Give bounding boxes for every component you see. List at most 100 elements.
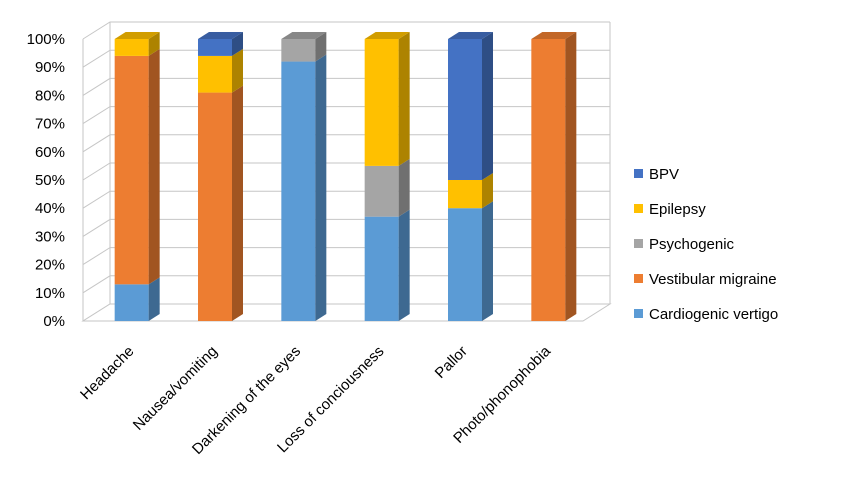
bar-segment-front [531,39,566,321]
legend-item: Cardiogenic vertigo [634,306,778,323]
bar-stack [281,32,327,322]
legend-swatch [634,204,643,213]
bar-segment-front [448,208,482,321]
bar-segment-side [232,32,243,56]
legend-item: Psychogenic [634,236,735,253]
bar-segment-front [364,39,399,166]
bar-segment-side [232,48,243,93]
legend-swatch [634,239,643,248]
chart-floor [81,303,612,322]
bar-segment-front [198,92,232,321]
bar-stack [531,32,577,321]
bar-stack [364,32,410,321]
bar-segment-front [114,55,149,285]
bar-top-face [531,32,577,39]
y-tick-label: 90% [35,59,65,76]
bar-segment-side [315,32,327,62]
legend-swatch [634,274,643,283]
gridline [82,21,610,40]
gridline [82,247,610,266]
bar-segment-front [114,284,149,321]
legend-item: Epilepsy [634,201,706,218]
bar-stack [114,32,160,321]
x-tick-label: Headache [77,343,137,403]
x-tick-label: Nausea/vomiting [130,343,221,434]
y-tick-label: 50% [35,172,65,189]
bar-segment [114,277,160,321]
bar-top-face [198,32,243,39]
legend-label: BPV [649,166,679,183]
bar-segment [281,32,327,62]
bar-segment-side [482,201,493,321]
gridline [82,77,610,96]
gridline [82,275,610,294]
bar-top-face [364,32,410,39]
bar-segment-front [281,39,316,62]
bar-segment [448,173,493,209]
bar-top-face [448,32,493,39]
bar-stack [198,32,243,321]
y-tick-label: 20% [35,257,65,274]
bar-segment [364,158,410,217]
bar-segment-side [398,158,410,217]
bar-segment-front [281,61,316,322]
bar-segment-side [398,209,410,321]
bars-group [114,32,577,322]
bar-segment [114,32,160,56]
y-axis-tick-labels: 0% 10% 20% 30% 40% 50% 60% 70% 80% 90% 100% [27,31,65,330]
bar-segment-front [114,39,149,56]
y-tick-label: 80% [35,87,65,104]
bar-segment-front [364,165,399,217]
legend-swatch [634,169,643,178]
y-tick-label: 30% [35,228,65,245]
y-tick-label: 10% [35,285,65,302]
gridline [82,190,610,209]
bar-segment [198,48,243,93]
legend: BPV Epilepsy Psychogenic Vestibular migrain… [634,166,778,323]
gridline [82,106,610,125]
bar-segment [198,32,243,56]
bar-segment [198,85,243,321]
y-tick-label: 0% [43,313,65,330]
x-tick-label: Pallor [432,343,471,382]
gridline [82,49,610,68]
bar-segment-side [398,32,410,166]
legend-label: Psychogenic [649,236,735,253]
gridline [82,218,610,237]
legend-swatch [634,309,643,318]
bar-segment-side [148,277,160,321]
gridline [82,162,610,181]
bar-segment-side [482,173,493,209]
bar-segment [364,209,410,321]
bar-top-face [281,32,327,39]
bar-segment [281,54,327,322]
legend-label: Cardiogenic vertigo [649,306,778,323]
bar-segment [531,32,577,321]
legend-item: BPV [634,166,679,183]
gridline [82,134,610,153]
y-tick-label: 100% [27,31,65,48]
bar-segment-front [448,39,482,180]
bar-stack [448,32,493,321]
bar-segment-front [364,216,399,321]
bar-top-face [114,32,160,39]
y-tick-label: 70% [35,116,65,133]
legend-label: Epilepsy [649,201,706,218]
bar-segment-front [198,55,232,93]
legend-label: Vestibular migraine [649,271,777,288]
bar-segment-side [482,32,493,180]
bar-segment [114,48,160,285]
bar-segment [448,32,493,180]
y-tick-label: 60% [35,144,65,161]
bar-segment [364,32,410,166]
bar-segment-front [198,39,232,56]
bar-segment [448,201,493,321]
bar-segment-front [448,180,482,209]
bar-segment-side [148,48,160,285]
bar-segment-side [148,32,160,56]
y-tick-label: 40% [35,200,65,217]
chart-walls [81,21,612,322]
bar-segment-side [315,54,327,322]
